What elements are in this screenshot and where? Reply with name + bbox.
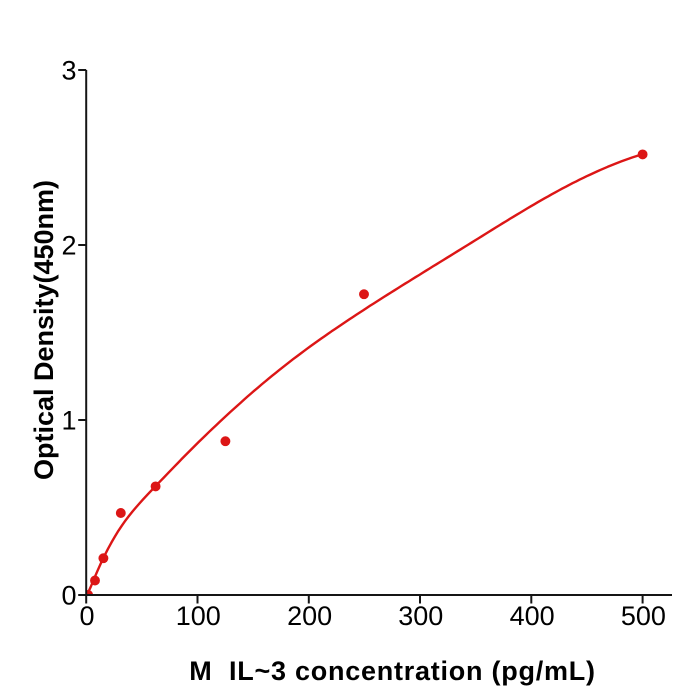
svg-text:3: 3 [61, 56, 76, 86]
svg-text:1: 1 [61, 406, 76, 436]
svg-text:200: 200 [287, 601, 332, 631]
svg-text:300: 300 [398, 601, 443, 631]
svg-text:0: 0 [61, 581, 76, 611]
svg-text:2: 2 [61, 231, 76, 261]
svg-text:400: 400 [510, 601, 555, 631]
svg-text:100: 100 [176, 601, 221, 631]
svg-text:Optical Density(450nm): Optical Density(450nm) [29, 180, 59, 480]
svg-text:500: 500 [621, 601, 666, 631]
svg-text:0: 0 [79, 601, 94, 631]
svg-text:M IL~3 concentration (pg/mL): M IL~3 concentration (pg/mL) [189, 656, 596, 686]
